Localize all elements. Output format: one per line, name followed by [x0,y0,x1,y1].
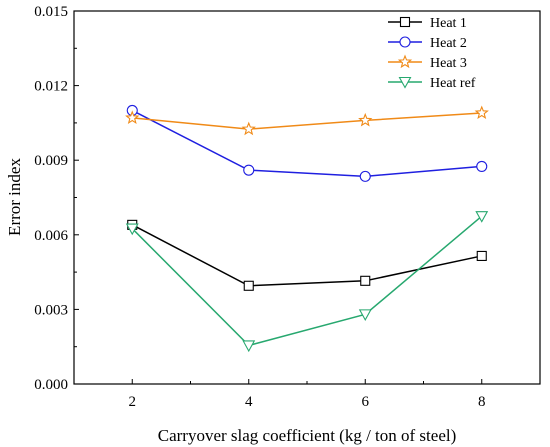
y-axis-label: Error index [5,158,24,236]
data-point [474,105,489,120]
data-point [476,160,488,172]
data-point [125,110,140,124]
data-point [476,250,487,261]
series-line-3 [132,112,482,130]
data-point [242,340,256,353]
series-line-4 [131,215,483,347]
axis-ticks: 2 4 6 8 0.000 0.003 0.006 0.009 0.012 0.015 [34,4,485,410]
legend-label: Heat 2 [430,36,467,51]
data-point [241,121,256,136]
series-line-1 [131,224,482,287]
data-point [125,223,139,236]
y-tick-label: 0.003 [34,302,68,318]
legend-marker [399,36,411,48]
series-markers [125,104,489,353]
x-tick-label: 8 [478,394,486,410]
data-point [360,275,371,286]
x-axis-label: Carryover slag coefficient (kg / ton of … [158,426,457,445]
data-point [243,164,255,176]
data-point [243,280,254,291]
y-tick-label: 0.009 [34,153,68,169]
y-tick-label: 0.000 [34,377,68,393]
legend: Heat 1 Heat 2 Heat 3 Heat ref [388,16,476,91]
x-tick-label: 6 [362,394,370,410]
data-point [475,211,489,223]
legend-marker [397,54,413,69]
legend-marker [398,76,412,89]
plot-frame [73,10,541,385]
legend-label: Heat 3 [430,56,467,71]
data-point [358,112,373,127]
y-tick-label: 0.015 [34,4,68,20]
y-tick-label: 0.012 [34,79,68,95]
series-lines [131,109,483,347]
x-tick-label: 2 [129,394,137,410]
data-point [358,309,372,322]
y-tick-label: 0.006 [34,228,68,244]
legend-label: Heat ref [430,76,476,91]
series-line-2 [131,109,482,178]
legend-label: Heat 1 [430,16,467,31]
legend-marker [399,16,411,28]
data-point [359,170,371,182]
x-tick-label: 4 [245,394,253,410]
